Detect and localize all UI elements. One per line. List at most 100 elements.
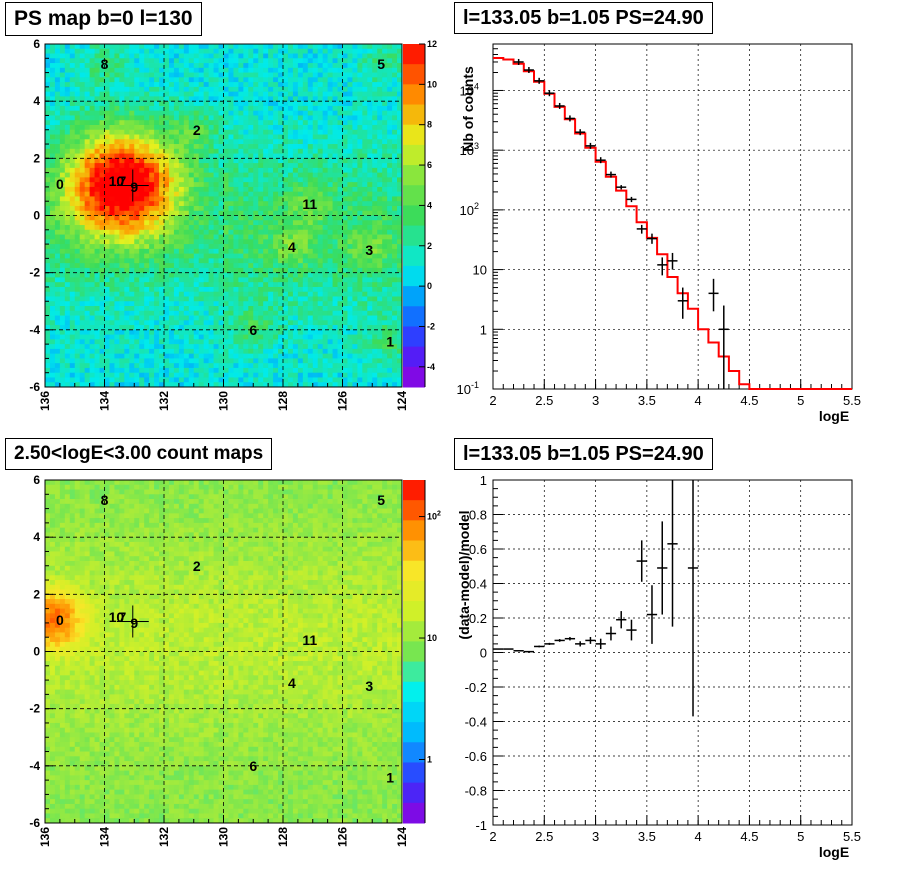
x-tick-label: 5 bbox=[797, 393, 804, 408]
ps-map-title: PS map b=0 l=130 bbox=[5, 2, 202, 36]
x-tick-label: 124 bbox=[395, 827, 409, 847]
y-axis-label: Nb of counts bbox=[460, 66, 476, 152]
y-tick-label: 4 bbox=[33, 94, 40, 108]
source-label-10: 10 bbox=[109, 173, 125, 189]
source-label-6: 6 bbox=[249, 322, 257, 338]
x-tick-label: 2.5 bbox=[535, 393, 553, 408]
source-label-5: 5 bbox=[377, 56, 385, 72]
source-label-8: 8 bbox=[101, 56, 109, 72]
color-scale-label: 1 bbox=[427, 754, 432, 764]
y-tick-label: -0.6 bbox=[465, 749, 487, 764]
x-tick-label: 134 bbox=[98, 827, 112, 847]
source-label-7: 7 bbox=[118, 173, 126, 189]
y-tick-label: 6 bbox=[33, 473, 40, 487]
x-tick-label: 134 bbox=[98, 391, 112, 411]
x-tick-label: 3 bbox=[592, 393, 599, 408]
x-tick-label: 3.5 bbox=[638, 393, 656, 408]
source-label-7: 7 bbox=[118, 609, 126, 625]
y-tick-label: 0.2 bbox=[469, 611, 487, 626]
y-axis-label: (data-model)/model bbox=[456, 510, 472, 639]
y-tick-label: 0 bbox=[33, 209, 40, 223]
y-tick-label: -0.2 bbox=[465, 680, 487, 695]
x-tick-label: 2.5 bbox=[535, 829, 553, 844]
ps-map-chart: 136 134 132 130 128 126 124 -6 -4 -2 0 2 4 6 0 1 2 3 4 5 6 7 8… bbox=[29, 37, 437, 411]
spectrum-title: l=133.05 b=1.05 PS=24.90 bbox=[454, 2, 713, 34]
x-tick-label: 126 bbox=[336, 391, 350, 411]
x-tick-label: 128 bbox=[276, 827, 290, 847]
x-tick-label: 3 bbox=[592, 829, 599, 844]
color-scale-label: 6 bbox=[427, 160, 432, 170]
x-tick-label: 124 bbox=[395, 391, 409, 411]
spectrum-panel: 2 2.5 3 3.5 4 4.5 5 5.5 logE 10-1 1 10 102 103 104 Nb o… bbox=[449, 0, 898, 435]
y-tick-label: -6 bbox=[29, 816, 40, 830]
x-tick-label: 136 bbox=[38, 391, 52, 411]
y-tick-label: 4 bbox=[33, 530, 40, 544]
x-tick-label: 126 bbox=[336, 827, 350, 847]
x-tick-label: 130 bbox=[217, 827, 231, 847]
source-label-10: 10 bbox=[109, 609, 125, 625]
y-tick-label: -6 bbox=[29, 380, 40, 394]
x-tick-label: 4 bbox=[695, 393, 702, 408]
color-scale-bar bbox=[403, 480, 425, 824]
plot-frame bbox=[492, 43, 853, 390]
x-tick-label: 5.5 bbox=[843, 829, 861, 844]
x-tick-label: 5 bbox=[797, 829, 804, 844]
y-tick-label: 2 bbox=[33, 151, 40, 165]
x-tick-label: 128 bbox=[276, 391, 290, 411]
y-tick-label: 2 bbox=[33, 587, 40, 601]
color-scale-label: 102 bbox=[427, 511, 441, 522]
source-label-6: 6 bbox=[249, 758, 257, 774]
color-scale-label: -2 bbox=[427, 321, 435, 331]
x-tick-label: 4.5 bbox=[740, 393, 758, 408]
source-label-0: 0 bbox=[56, 176, 64, 192]
y-tick-label: 0.8 bbox=[469, 508, 487, 523]
y-tick-label: 0.6 bbox=[469, 542, 487, 557]
x-tick-label: 4 bbox=[695, 829, 702, 844]
y-tick-label: 1 bbox=[480, 322, 487, 337]
y-tick-label: 1 bbox=[480, 473, 487, 488]
y-tick-label: -1 bbox=[475, 818, 487, 833]
y-tick-label: -2 bbox=[29, 702, 40, 716]
y-tick-label: -0.4 bbox=[465, 715, 487, 730]
y-tick-label: 10 bbox=[473, 263, 487, 278]
color-scale-label: 2 bbox=[427, 241, 432, 251]
x-tick-label: 132 bbox=[157, 827, 171, 847]
y-tick-label: -0.8 bbox=[465, 784, 487, 799]
source-label-8: 8 bbox=[101, 492, 109, 508]
x-tick-label: 2 bbox=[489, 829, 496, 844]
x-tick-label: 2 bbox=[489, 393, 496, 408]
source-label-1: 1 bbox=[386, 769, 394, 785]
x-tick-label: 3.5 bbox=[638, 829, 656, 844]
y-tick-label: 102 bbox=[460, 201, 479, 218]
color-scale-bar bbox=[403, 44, 425, 388]
source-label-3: 3 bbox=[365, 242, 373, 258]
x-tick-label: 132 bbox=[157, 391, 171, 411]
y-tick-label: -2 bbox=[29, 266, 40, 280]
source-label-2: 2 bbox=[193, 122, 201, 138]
source-label-9: 9 bbox=[130, 179, 138, 195]
source-label-2: 2 bbox=[193, 558, 201, 574]
x-axis-label: logE bbox=[819, 408, 849, 424]
heatmap-cells bbox=[45, 44, 403, 388]
model-histogram bbox=[493, 57, 852, 390]
x-tick-label: 4.5 bbox=[740, 829, 758, 844]
source-label-3: 3 bbox=[365, 678, 373, 694]
x-tick-label: 5.5 bbox=[843, 393, 861, 408]
source-label-11: 11 bbox=[302, 196, 317, 212]
y-tick-label: -4 bbox=[29, 323, 40, 337]
source-label-4: 4 bbox=[288, 239, 296, 255]
x-tick-label: 130 bbox=[217, 391, 231, 411]
y-tick-label: 10-1 bbox=[457, 380, 479, 397]
residual-panel: 2 2.5 3 3.5 4 4.5 5 5.5 logE -1 -0.8 -0.6 -0.4 -0.2 0 0… bbox=[449, 436, 898, 871]
y-tick-label: 0 bbox=[33, 645, 40, 659]
heatmap-cells bbox=[45, 480, 403, 824]
color-scale-label: 0 bbox=[427, 281, 432, 291]
residual-title: l=133.05 b=1.05 PS=24.90 bbox=[454, 438, 713, 470]
color-scale-label: 8 bbox=[427, 120, 432, 130]
y-tick-label: 0.4 bbox=[469, 577, 487, 592]
color-scale-label: 10 bbox=[427, 79, 437, 89]
source-label-1: 1 bbox=[386, 333, 394, 349]
count-map-chart: 136 134 132 130 128 126 124 -6 -4 -2 0 2 4 6 0 1 2 3 4 5 6 7 8… bbox=[29, 473, 441, 847]
